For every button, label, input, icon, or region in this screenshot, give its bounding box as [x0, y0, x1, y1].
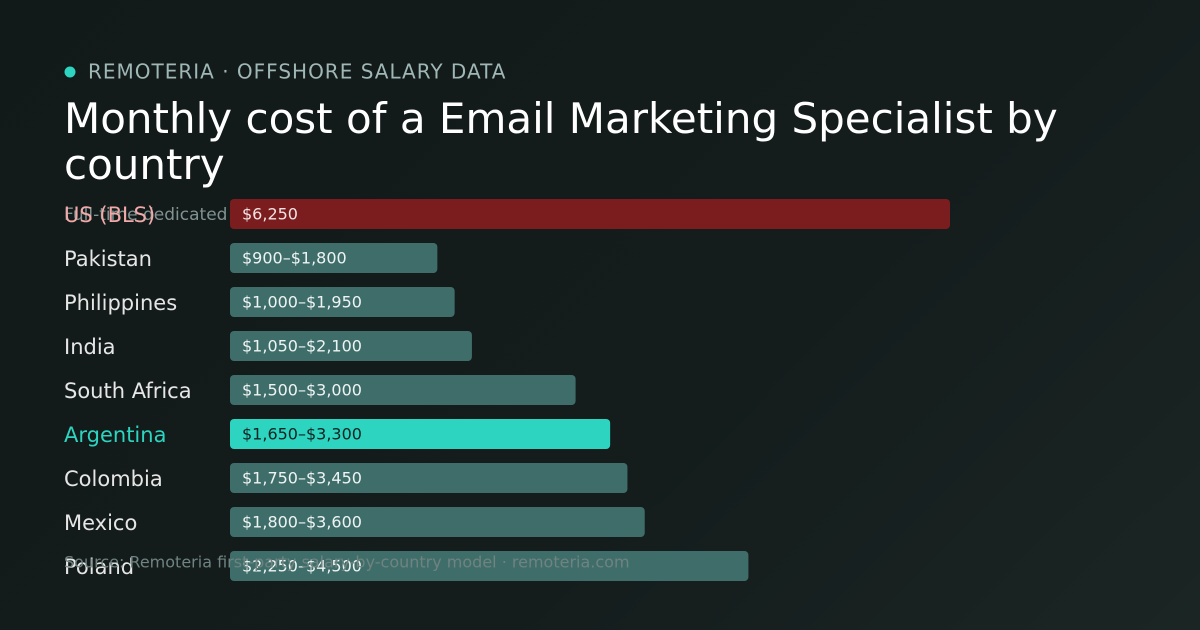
- value-label: $1,750–$3,450: [242, 469, 362, 488]
- category-label: India: [64, 335, 116, 359]
- bar: [230, 419, 611, 449]
- category-label: US (BLS): [64, 203, 155, 227]
- value-label: $1,000–$1,950: [242, 293, 362, 312]
- category-label: Colombia: [64, 467, 163, 491]
- value-label: $6,250: [242, 205, 298, 224]
- rows: US (BLS) $6,250 Pakistan $900–$1,800 Philipp…: [64, 199, 950, 581]
- bar: [230, 463, 628, 493]
- bar: [230, 199, 950, 229]
- bar: [230, 551, 749, 581]
- bar: [230, 507, 645, 537]
- bar: [230, 375, 576, 405]
- bar: [230, 287, 455, 317]
- value-label: $2,250–$4,500: [242, 557, 362, 576]
- category-label: Argentina: [64, 423, 166, 447]
- bar: [230, 331, 472, 361]
- category-label: Mexico: [64, 511, 137, 535]
- brand: REMOTERIA · OFFSHORE SALARY DATA: [88, 60, 506, 84]
- bar: [230, 243, 438, 273]
- category-label: Pakistan: [64, 247, 152, 271]
- value-label: $1,800–$3,600: [242, 513, 362, 532]
- value-label: $900–$1,800: [242, 249, 347, 268]
- footer: Source: Remoteria first-party salary-by-…: [64, 553, 630, 572]
- title: Monthly cost of a Email Marketing Specia…: [64, 94, 1058, 189]
- category-label: South Africa: [64, 379, 192, 403]
- value-label: $1,650–$3,300: [242, 425, 362, 444]
- value-label: $1,500–$3,000: [242, 381, 362, 400]
- category-label: Philippines: [64, 291, 177, 315]
- category-label: Poland: [64, 555, 134, 579]
- value-label: $1,050–$2,100: [242, 337, 362, 356]
- subtitle: Full-time dedicated: [64, 205, 227, 225]
- brand-dot: [64, 66, 76, 78]
